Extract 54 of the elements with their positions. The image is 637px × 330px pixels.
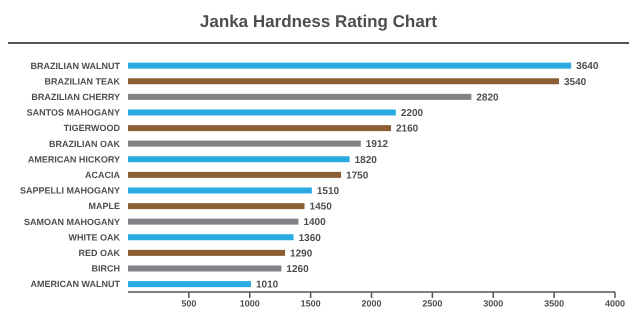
data-label: 1450 [310,202,332,213]
data-label: 2160 [396,124,419,135]
y-tick-label: WHITE OAK [68,232,120,242]
x-tick-label: 4000 [604,298,626,308]
y-tick-label: RED OAK [78,248,120,258]
y-tick-label: AMERICAN HICKORY [28,154,120,164]
bar [128,140,361,147]
y-tick-label: BRAZILIAN TEAK [44,76,120,86]
y-tick-label: MAPLE [88,201,120,212]
data-label: 1360 [298,232,322,244]
x-tick-label: 1000 [240,298,260,308]
data-label: 3540 [564,76,587,88]
y-tick-label: AMERICAN WALNUT [30,279,120,290]
bar [128,234,294,240]
bar [128,62,572,69]
data-label: 1010 [256,280,279,291]
bar [128,125,391,132]
x-tick-label: 3000 [483,298,504,308]
y-tick-label: BRAZILIAN OAK [49,138,120,149]
y-tick-label: SAMOAN MAHOGANY [24,216,120,227]
bar [128,78,559,84]
bar [128,172,342,178]
chart-title: Janka Hardness Rating Chart [8,8,629,44]
y-tick-label: BRAZILIAN CHERRY [31,92,120,102]
x-tick-label: 1500 [300,298,321,308]
y-tick-label: TIGERWOOD [64,123,120,134]
bar [128,203,305,210]
data-label: 1510 [316,186,340,198]
bar [128,218,298,225]
x-tick-label: 3500 [544,298,564,308]
data-label: 2200 [400,108,424,120]
data-label: 1912 [366,139,388,150]
data-label: 1290 [290,248,313,260]
bar [128,187,312,194]
bar [128,156,350,162]
bar [128,281,251,288]
data-label: 2820 [476,92,500,104]
x-tick-label: 2000 [361,298,382,308]
data-label: 1260 [286,264,310,276]
y-tick-label: SANTOS MAHOGANY [26,108,120,118]
y-tick-label: BIRCH [92,264,120,274]
x-tick-label: 500 [181,298,196,308]
bar [128,265,282,272]
bar [128,94,472,100]
bar [128,109,396,116]
data-label: 1750 [346,170,369,182]
y-tick-label: BRAZILIAN WALNUT [30,60,120,71]
data-label: 1400 [303,217,326,228]
data-label: 1820 [354,154,378,166]
y-tick-label: ACACIA [85,170,120,180]
bar [128,250,286,256]
x-tick-label: 2500 [422,298,442,308]
y-tick-label: SAPPELLI MAHOGANY [20,186,120,196]
data-label: 3640 [576,61,599,72]
